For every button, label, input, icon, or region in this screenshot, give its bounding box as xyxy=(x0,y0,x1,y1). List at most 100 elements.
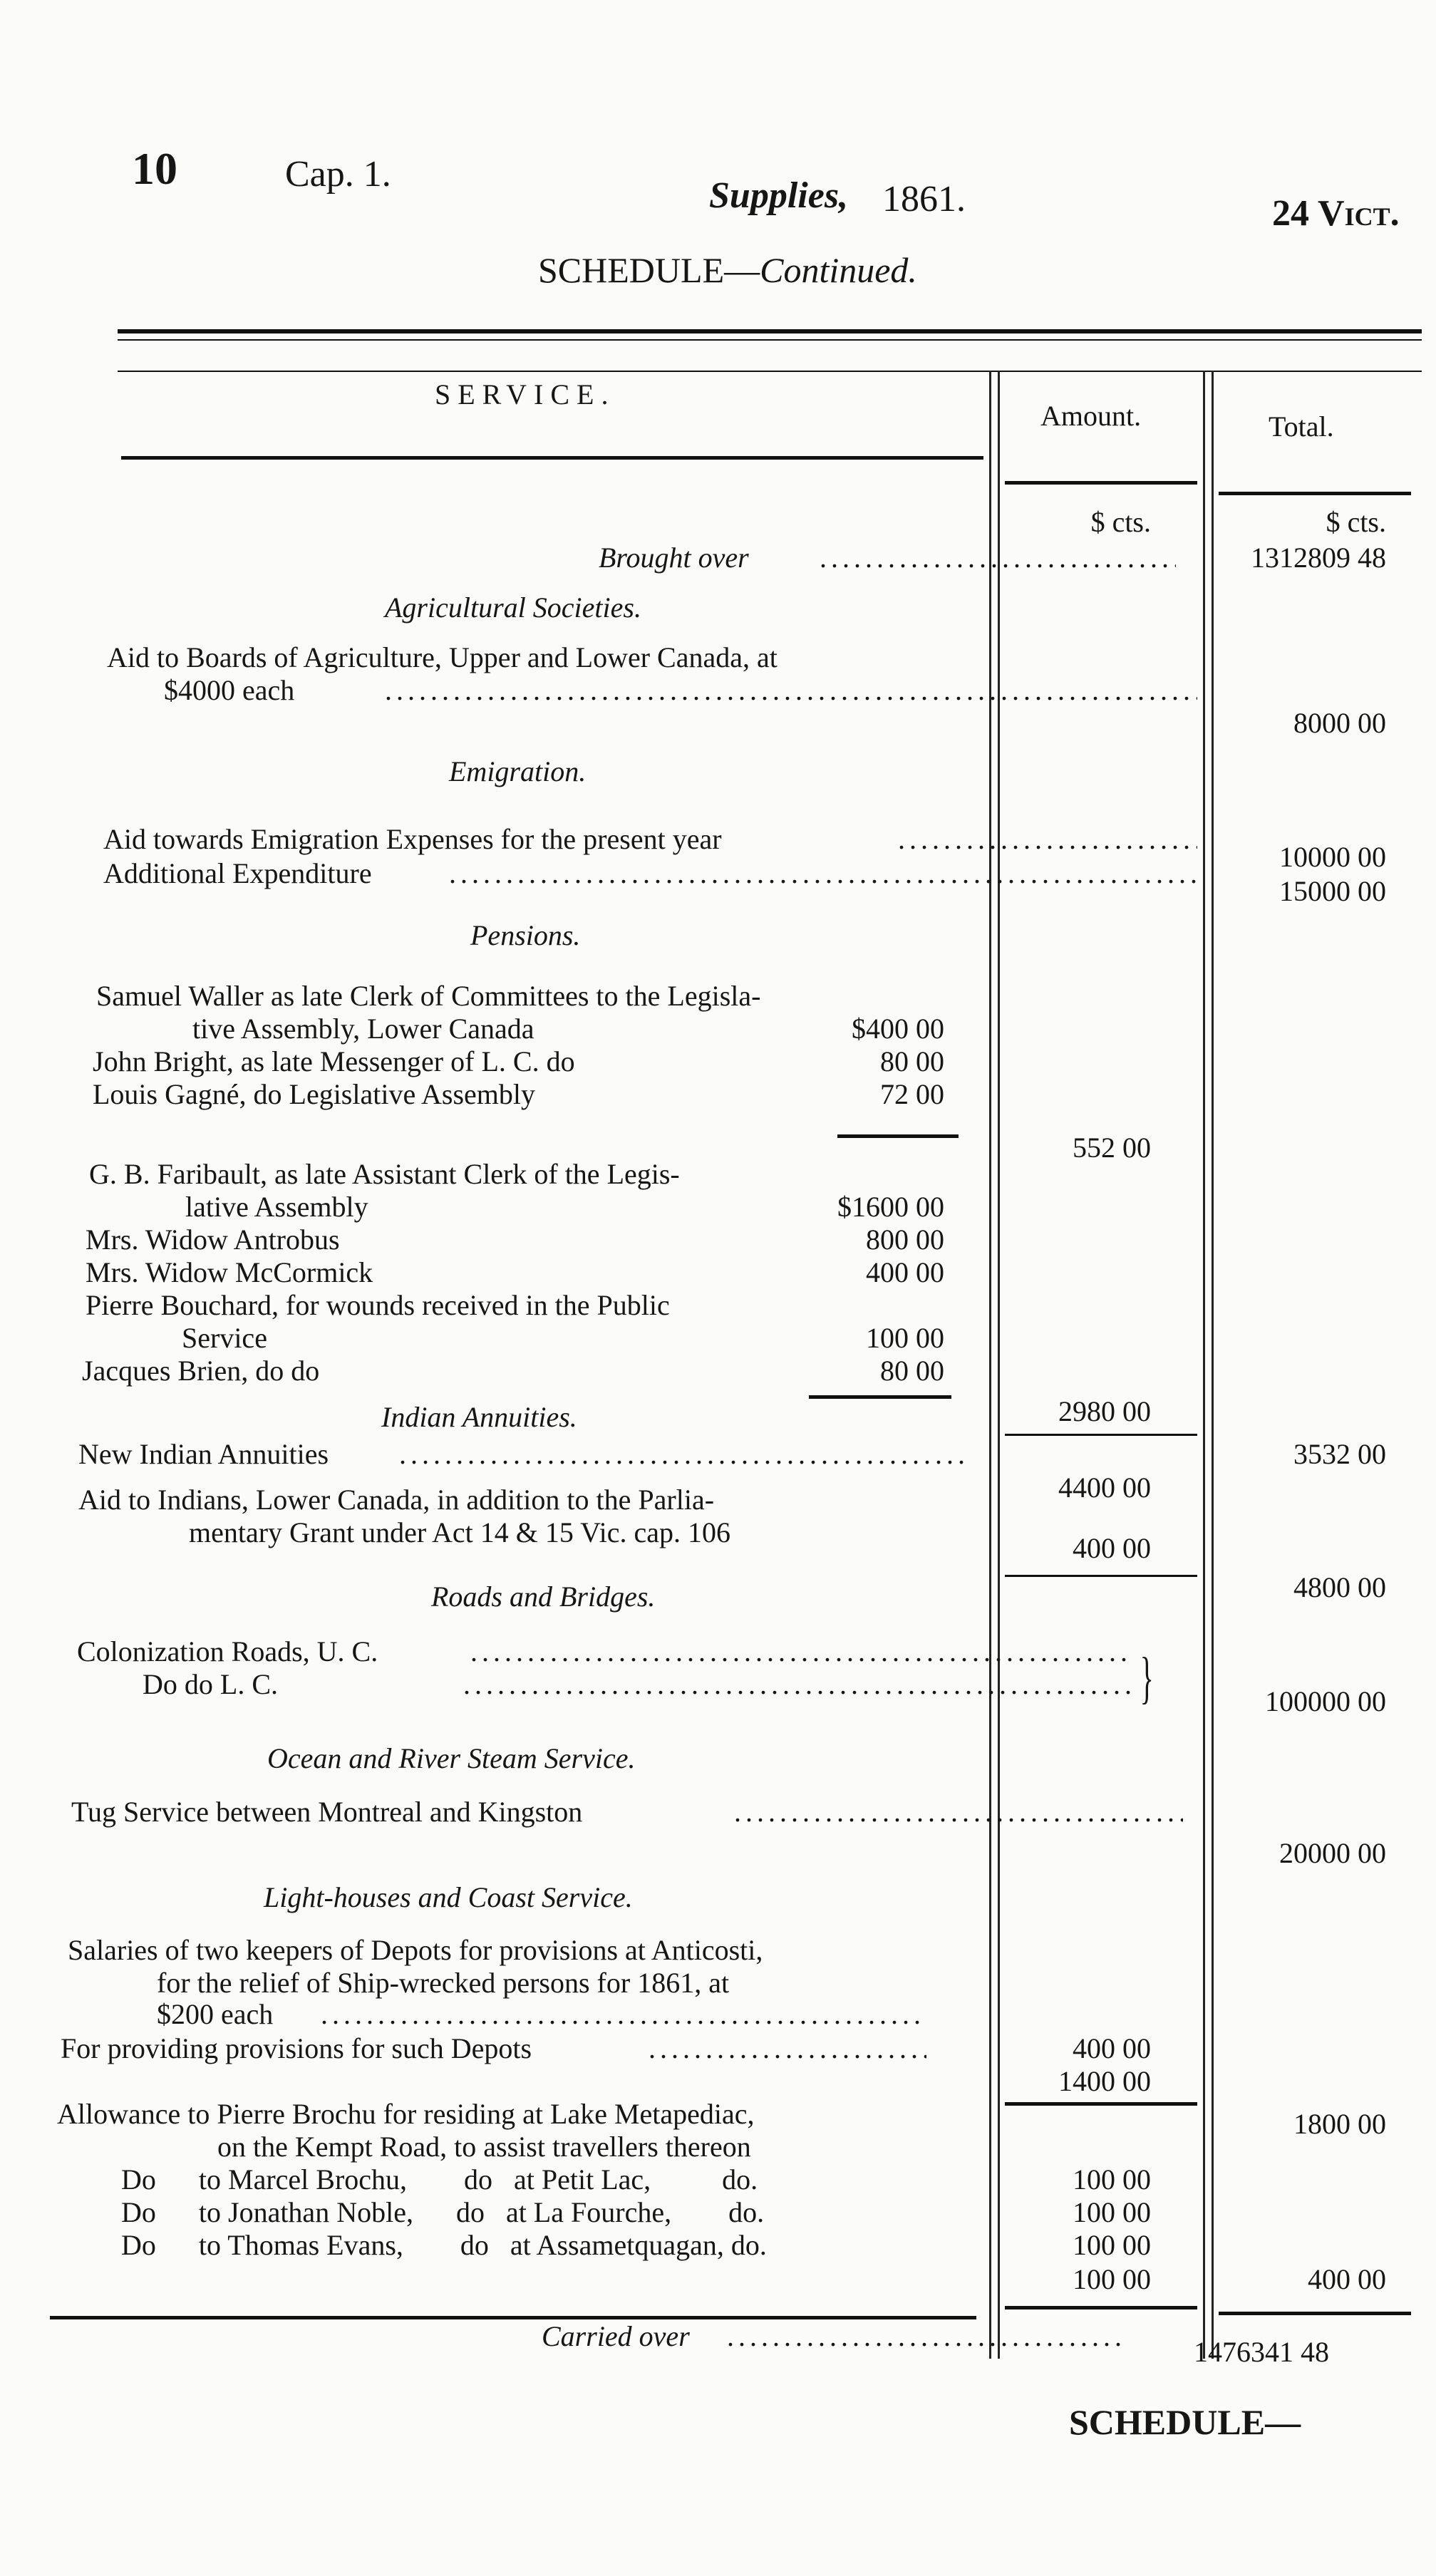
amount-rule xyxy=(1005,1434,1197,1436)
amount-value: 4400 00 xyxy=(1058,1471,1151,1504)
amount-value: 100 00 xyxy=(1073,2196,1151,2228)
amount-value: 400 00 xyxy=(1073,2032,1151,2064)
header-bottom-rule xyxy=(121,456,983,460)
subtotal-rule xyxy=(837,1134,959,1138)
total-value: 400 00 xyxy=(1308,2263,1386,2295)
running-year: 1861. xyxy=(882,179,966,219)
bottom-rule xyxy=(50,2316,976,2319)
service-line: Do to Marcel Brochu, do at Petit Lac, do… xyxy=(121,2163,758,2195)
carried-over-label: Carried over xyxy=(542,2320,690,2352)
amount-units: $ cts. xyxy=(1090,506,1151,538)
service-line: $4000 each xyxy=(164,674,295,706)
amount-value: 100 00 xyxy=(1073,2229,1151,2261)
sub-amount: 80 00 xyxy=(880,1045,944,1077)
total-value: 20000 00 xyxy=(1279,1837,1386,1869)
leader-dots: ........................................… xyxy=(463,1668,1133,1700)
header-rule xyxy=(118,371,1422,372)
amount-value: 2980 00 xyxy=(1058,1395,1151,1427)
service-line: Jacques Brien, do do xyxy=(82,1355,320,1387)
amount-rule xyxy=(1005,2306,1197,2309)
leader-dots: ........................................… xyxy=(449,857,1197,889)
column-divider xyxy=(1212,371,1214,2359)
total-value: 8000 00 xyxy=(1293,707,1386,739)
leader-dots: ........................................… xyxy=(385,674,1197,706)
service-line: Service xyxy=(182,1322,267,1354)
total-value: 100000 00 xyxy=(1265,1685,1386,1717)
total-value: 15000 00 xyxy=(1279,875,1386,907)
service-line: $200 each xyxy=(157,1998,274,2030)
total-value: 3532 00 xyxy=(1293,1438,1386,1470)
leader-dots: ........................................… xyxy=(820,542,1176,574)
service-line: for the relief of Ship-wrecked persons f… xyxy=(157,1967,730,1999)
brought-over-total: 1312809 48 xyxy=(1251,542,1386,574)
total-value: 1800 00 xyxy=(1293,2108,1386,2140)
section-heading: Roads and Bridges. xyxy=(431,1581,656,1613)
service-line: Aid to Indians, Lower Canada, in additio… xyxy=(78,1484,715,1516)
brought-over-label: Brought over xyxy=(599,542,749,574)
service-line: Louis Gagné, do Legislative Assembly xyxy=(93,1078,536,1110)
chapter: Cap. 1. xyxy=(285,154,391,195)
service-line: Pierre Bouchard, for wounds received in … xyxy=(86,1289,670,1321)
service-line: Additional Expenditure xyxy=(103,857,372,889)
catchword: SCHEDULE— xyxy=(1069,2402,1301,2442)
column-divider xyxy=(1203,371,1205,2359)
service-line: G. B. Faribault, as late Assistant Clerk… xyxy=(89,1158,680,1190)
service-line: Allowance to Pierre Brochu for residing … xyxy=(57,2098,755,2130)
service-line: lative Assembly xyxy=(185,1191,368,1223)
top-rule-thin xyxy=(118,339,1422,341)
service-line: Aid to Boards of Agriculture, Upper and … xyxy=(107,641,778,673)
amount-value: 100 00 xyxy=(1073,2263,1151,2295)
service-line: John Bright, as late Messenger of L. C. … xyxy=(93,1045,575,1077)
amount-rule xyxy=(1005,2102,1197,2106)
leader-dots: ........................................… xyxy=(321,1998,926,2030)
schedule-title: SCHEDULE—Continued. xyxy=(538,249,917,291)
header-bottom-rule xyxy=(1219,492,1411,495)
amount-value: 1400 00 xyxy=(1058,2065,1151,2097)
service-line: mentary Grant under Act 14 & 15 Vic. cap… xyxy=(189,1516,730,1548)
column-header-service: SERVICE. xyxy=(435,378,616,410)
schedule-title-suffix: Continued. xyxy=(760,250,917,290)
leader-dots: ........................................… xyxy=(470,1635,1133,1667)
schedule-title-main: SCHEDULE— xyxy=(538,250,760,290)
total-rule xyxy=(1219,2312,1411,2315)
section-heading: Light-houses and Coast Service. xyxy=(264,1881,633,1913)
service-line: on the Kempt Road, to assist travellers … xyxy=(217,2131,751,2163)
total-value: 4800 00 xyxy=(1293,1571,1386,1603)
service-line: Aid towards Emigration Expenses for the … xyxy=(103,823,722,855)
brought-over-row: Brought over ...........................… xyxy=(0,542,1436,574)
service-line: Do do L. C. xyxy=(143,1668,278,1700)
subtotal-rule xyxy=(809,1395,951,1399)
column-divider xyxy=(989,371,991,2359)
service-line: Mrs. Widow Antrobus xyxy=(86,1224,340,1256)
amount-rule xyxy=(1005,1575,1197,1577)
sub-amount: 80 00 xyxy=(880,1355,944,1387)
carried-over-total: 1476341 48 xyxy=(1194,2336,1329,2368)
leader-dots: ................................ xyxy=(649,2032,926,2064)
column-divider xyxy=(998,371,1000,2359)
column-header-total: Total. xyxy=(1269,410,1334,443)
service-line: Samuel Waller as late Clerk of Committee… xyxy=(96,980,761,1012)
service-line: Colonization Roads, U. C. xyxy=(77,1635,378,1667)
section-heading: Ocean and River Steam Service. xyxy=(267,1742,636,1774)
running-title: Supplies, xyxy=(709,175,849,216)
service-line: Salaries of two keepers of Depots for pr… xyxy=(68,1934,763,1966)
sub-amount: 100 00 xyxy=(866,1322,944,1354)
sub-amount: 400 00 xyxy=(866,1256,944,1288)
amount-value: 552 00 xyxy=(1073,1132,1151,1164)
service-line: tive Assembly, Lower Canada xyxy=(192,1013,534,1045)
top-rule xyxy=(118,329,1422,333)
header-bottom-rule xyxy=(1005,481,1197,485)
brought-over-units-row: $ cts. $ cts. xyxy=(0,506,1436,539)
service-line: For providing provisions for such Depots xyxy=(61,2032,532,2064)
brace-icon: } xyxy=(1140,1647,1154,1709)
leader-dots: ........................................… xyxy=(734,1796,1183,1828)
amount-value: 400 00 xyxy=(1073,1532,1151,1564)
act-reference: 24 Vict. xyxy=(1272,193,1400,234)
service-line: Do to Thomas Evans, do at Assametquagan,… xyxy=(121,2229,767,2261)
page-number: 10 xyxy=(132,143,177,194)
service-line: Do to Jonathan Noble, do at La Fourche, … xyxy=(121,2196,765,2228)
service-line: Tug Service between Montreal and Kingsto… xyxy=(71,1796,583,1828)
column-header-amount: Amount. xyxy=(1040,400,1142,432)
section-heading: Pensions. xyxy=(470,919,581,951)
service-line: New Indian Annuities xyxy=(78,1438,329,1470)
